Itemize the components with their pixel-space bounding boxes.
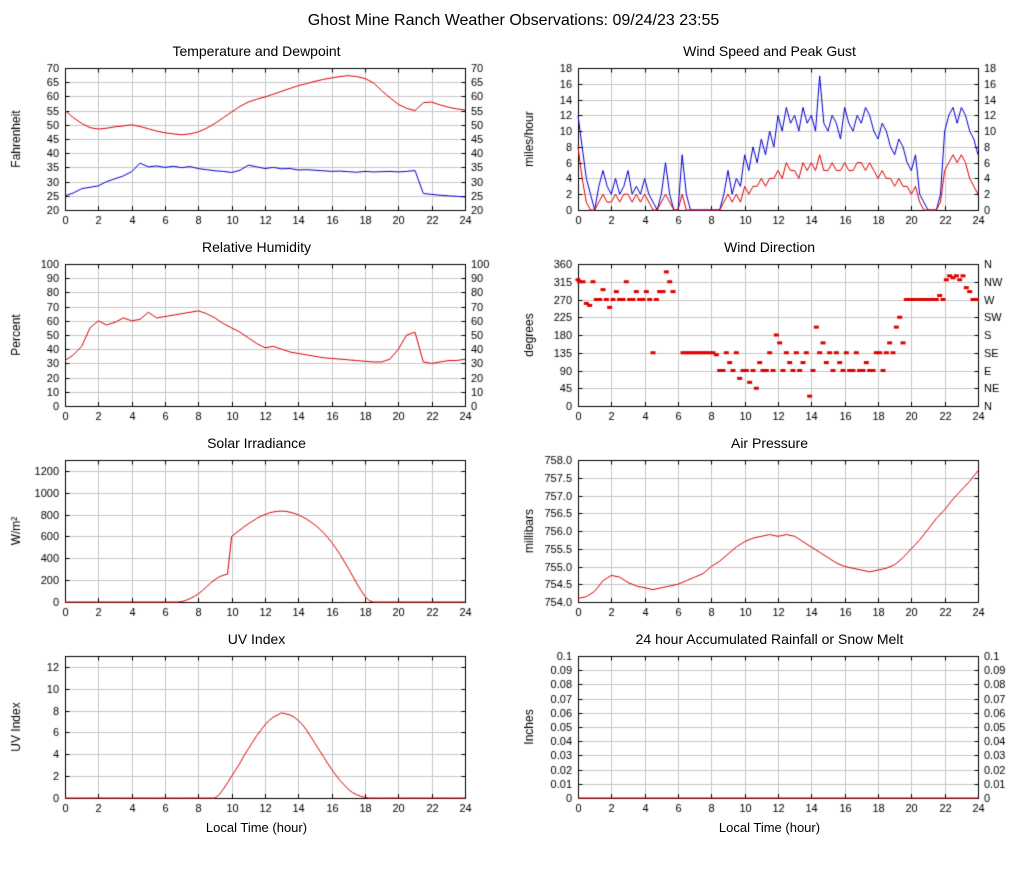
- chart-title-humidity: Relative Humidity: [202, 239, 311, 255]
- chart-cell-wind-speed: Wind Speed and Peak Gust: [513, 36, 1026, 232]
- uv-index-chart: [2, 648, 511, 820]
- chart-title-uv: UV Index: [227, 631, 286, 647]
- chart-title-wind-direction: Wind Direction: [723, 239, 816, 255]
- chart-title-solar: Solar Irradiance: [207, 435, 306, 451]
- rainfall-chart: [515, 648, 1024, 820]
- wind-speed-gust-chart: [515, 60, 1024, 232]
- temperature-dewpoint-chart: [2, 60, 511, 232]
- air-pressure-chart: [515, 452, 1024, 624]
- chart-cell-uv: UV Index Local Time (hour): [0, 624, 513, 838]
- chart-cell-humidity: Relative Humidity: [0, 232, 513, 428]
- wind-direction-chart: [515, 256, 1024, 428]
- chart-cell-solar: Solar Irradiance: [0, 428, 513, 624]
- chart-cell-pressure: Air Pressure: [513, 428, 1026, 624]
- chart-title-wind-speed: Wind Speed and Peak Gust: [683, 43, 856, 59]
- solar-irradiance-chart: [2, 452, 511, 624]
- chart-cell-rainfall: 24 hour Accumulated Rainfall or Snow Mel…: [513, 624, 1026, 838]
- chart-title-pressure: Air Pressure: [730, 435, 809, 451]
- charts-grid: Temperature and Dewpoint Wind Speed and …: [0, 36, 1027, 838]
- chart-title-temperature: Temperature and Dewpoint: [172, 43, 341, 59]
- page-title: Ghost Mine Ranch Weather Observations: 0…: [307, 12, 720, 29]
- chart-title-rainfall: 24 hour Accumulated Rainfall or Snow Mel…: [635, 631, 904, 647]
- x-axis-label-rainfall: Local Time (hour): [718, 820, 821, 835]
- chart-cell-wind-direction: Wind Direction: [513, 232, 1026, 428]
- chart-cell-temperature: Temperature and Dewpoint: [0, 36, 513, 232]
- relative-humidity-chart: [2, 256, 511, 428]
- x-axis-label-uv: Local Time (hour): [205, 820, 308, 835]
